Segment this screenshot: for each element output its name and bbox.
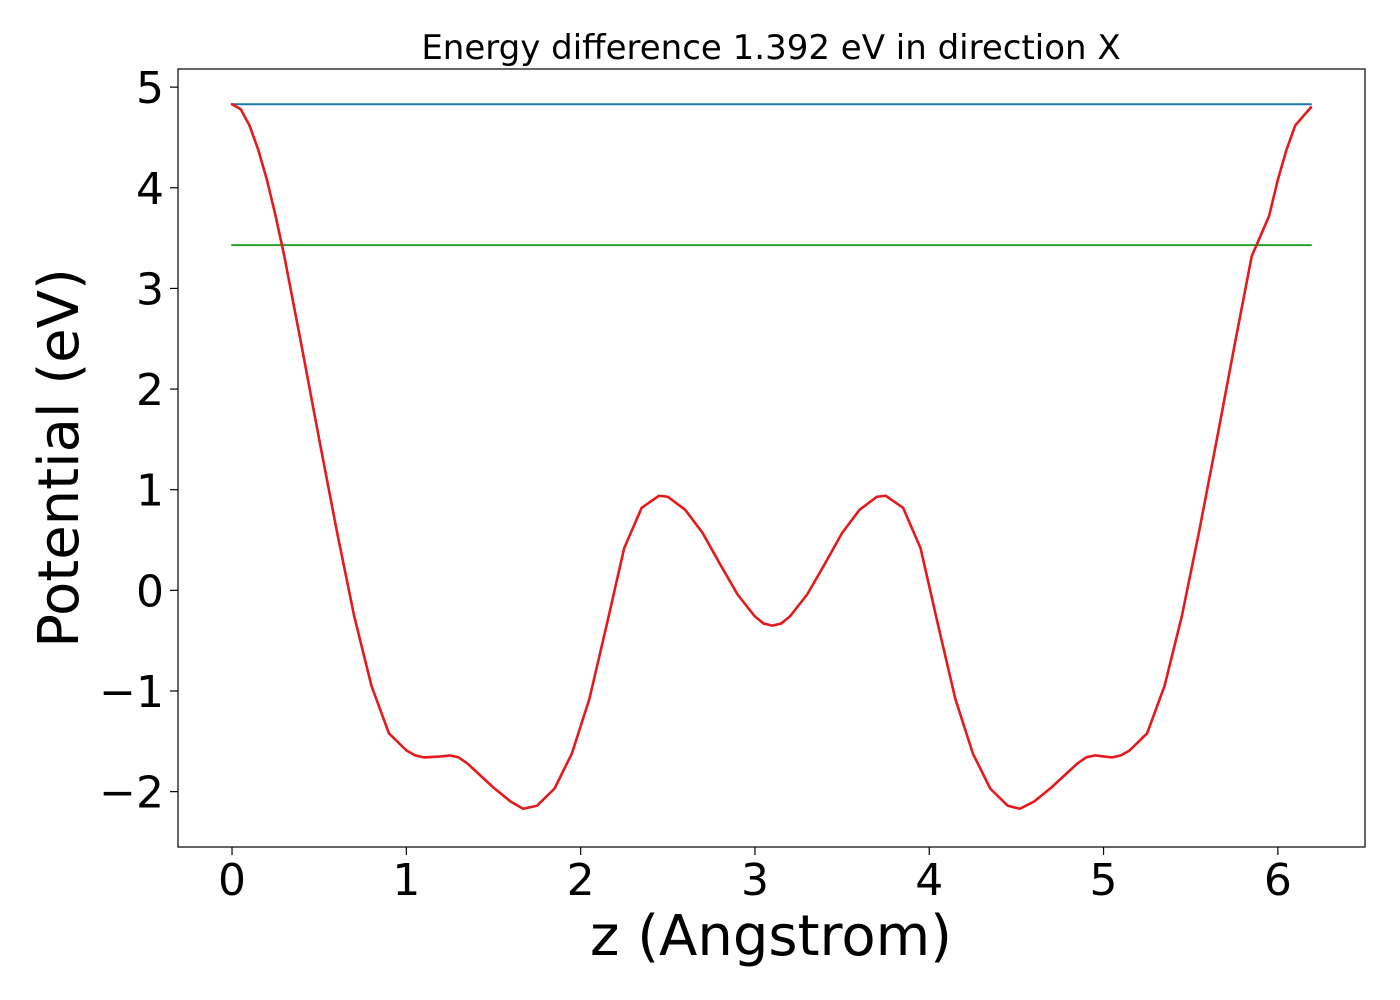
x-tick-label: 6 — [1264, 855, 1292, 906]
y-tick-label: 1 — [136, 466, 164, 517]
axes-frame — [177, 68, 1366, 848]
y-tick-label: 0 — [136, 566, 164, 617]
y-tick-label: 4 — [136, 164, 164, 215]
x-axis-ticks: 0 1 2 3 4 5 6 — [218, 847, 1292, 906]
x-tick-label: 1 — [392, 855, 420, 906]
y-tick-label: −1 — [99, 667, 164, 718]
x-tick-label: 5 — [1090, 855, 1118, 906]
y-tick-label: 5 — [136, 63, 164, 114]
y-axis-label: Potential (eV) — [27, 268, 92, 648]
y-tick-label: 3 — [136, 264, 164, 315]
y-axis-ticks: −2 −1 0 1 2 3 4 5 — [99, 63, 178, 819]
x-tick-label: 0 — [218, 855, 246, 906]
x-tick-label: 4 — [915, 855, 943, 906]
series-line-2 — [230, 102, 1313, 811]
y-tick-label: −2 — [99, 768, 164, 819]
y-tick-label: 2 — [136, 365, 164, 416]
plot-area — [230, 102, 1313, 811]
x-tick-label: 2 — [567, 855, 595, 906]
chart-title: Energy difference 1.392 eV in direction … — [421, 28, 1120, 68]
series-group — [230, 102, 1313, 811]
x-tick-label: 3 — [741, 855, 769, 906]
x-axis-label: z (Angstrom) — [590, 904, 952, 969]
